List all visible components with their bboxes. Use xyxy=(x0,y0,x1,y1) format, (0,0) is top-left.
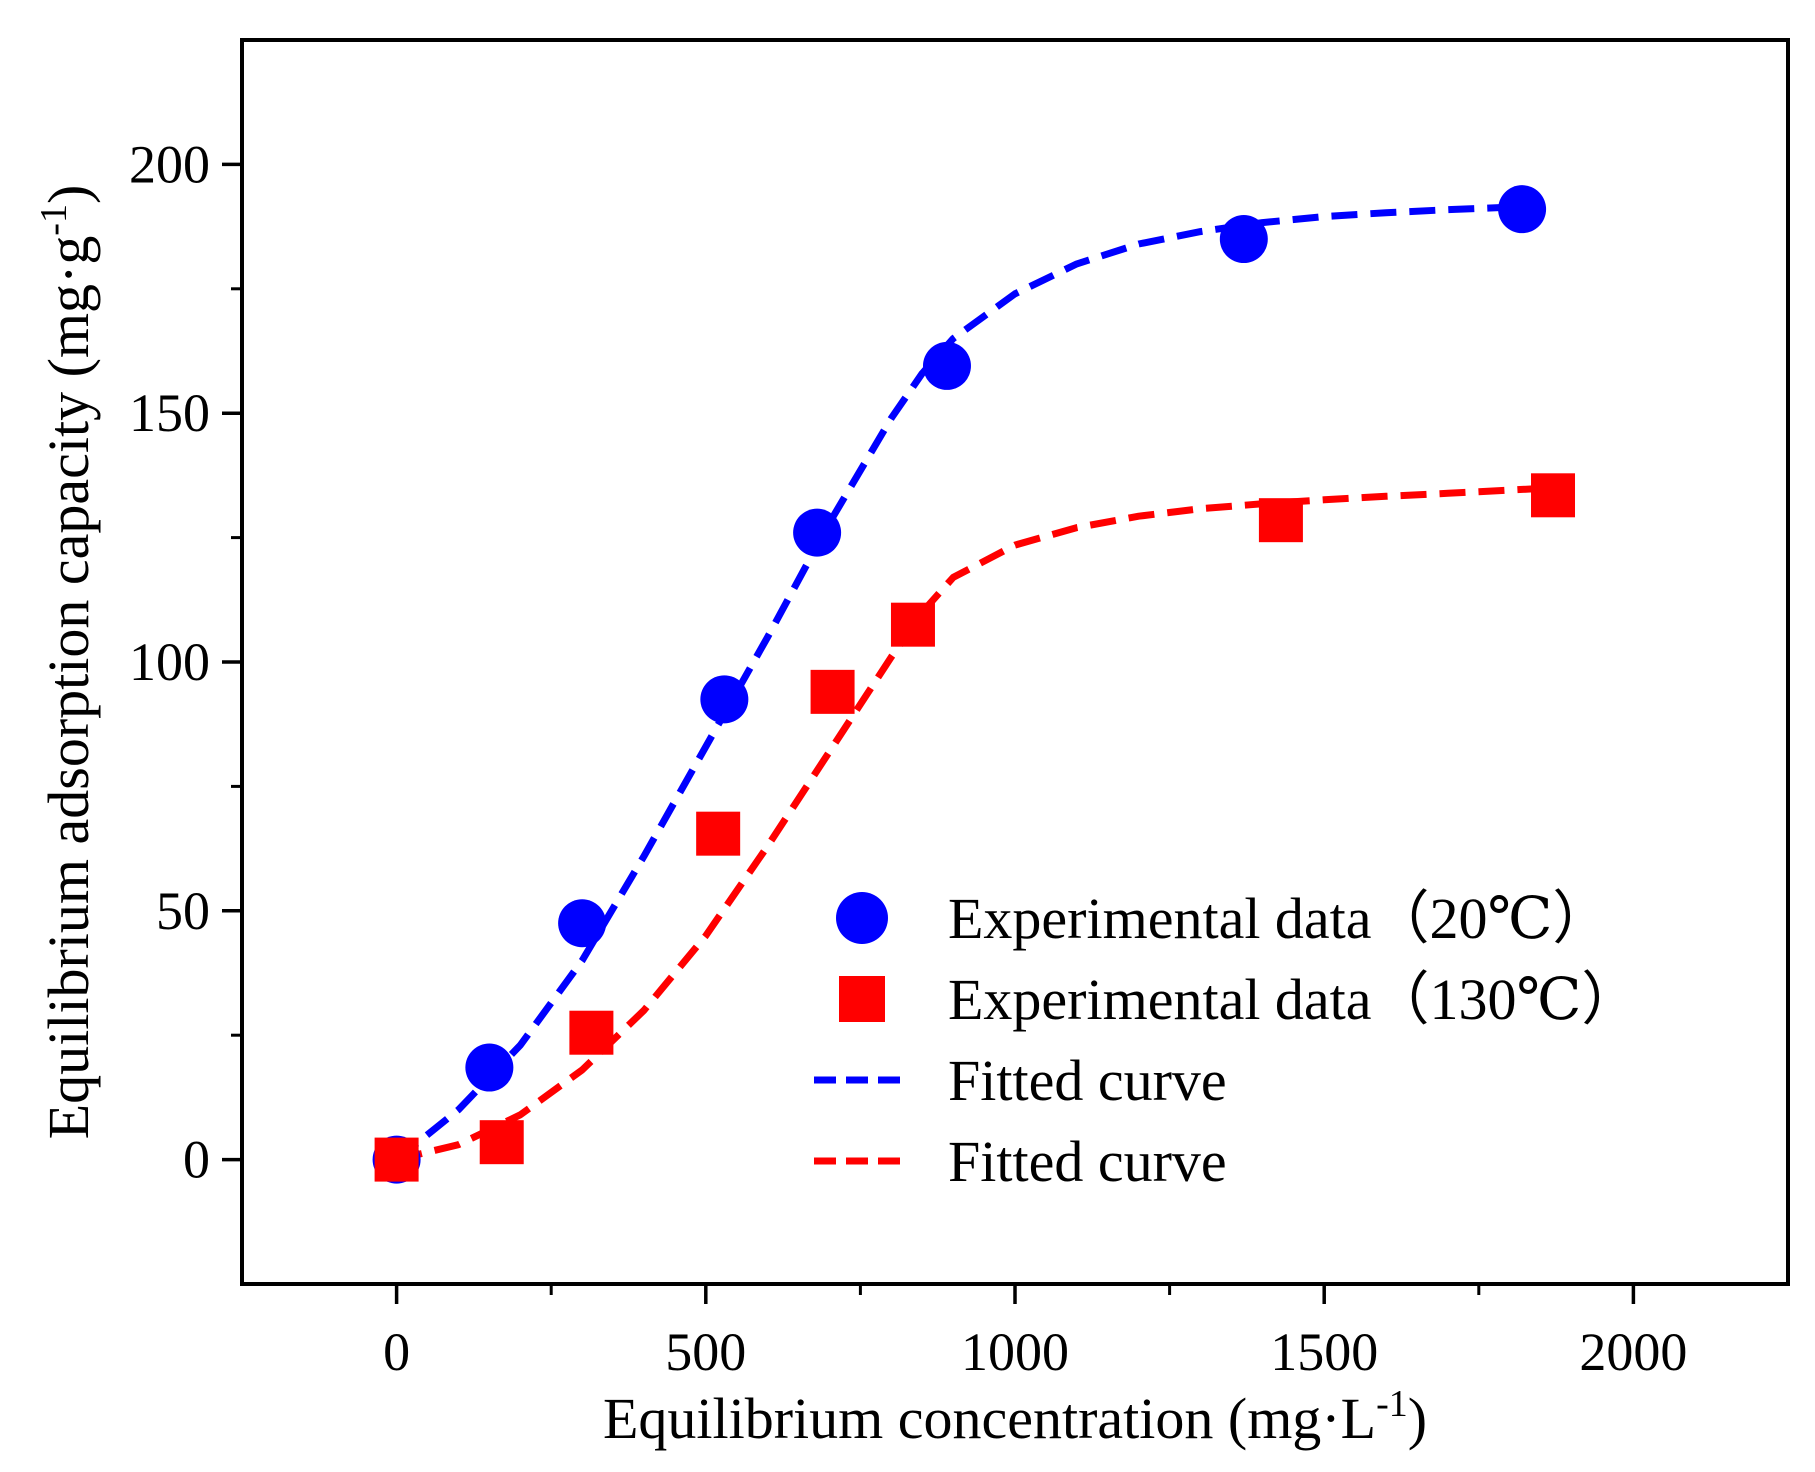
y-tick-label: 100 xyxy=(129,632,210,692)
data-point-130c xyxy=(569,1010,614,1055)
data-point-20c xyxy=(700,675,749,724)
data-point-20c xyxy=(558,899,607,948)
y-tick-label: 200 xyxy=(129,134,210,194)
y-axis-title: Equilibrium adsorption capacity (mg·g-1) xyxy=(33,185,101,1140)
data-point-130c xyxy=(810,669,855,714)
data-point-130c xyxy=(479,1120,524,1165)
x-tick-label: 0 xyxy=(383,1322,410,1382)
x-tick-label: 500 xyxy=(665,1322,746,1382)
data-point-20c xyxy=(1498,185,1547,234)
legend-marker-circle xyxy=(836,892,888,944)
data-point-130c xyxy=(1258,498,1303,543)
x-tick-label: 1500 xyxy=(1270,1322,1378,1382)
data-point-20c xyxy=(1219,215,1268,264)
data-point-20c xyxy=(922,341,971,390)
fitted-curve-130c xyxy=(395,484,1554,1164)
data-point-20c xyxy=(465,1043,514,1092)
legend-label: Fitted curve xyxy=(948,1048,1227,1113)
data-point-130c xyxy=(1531,473,1576,518)
experimental-points-layer xyxy=(372,185,1576,1184)
data-point-130c xyxy=(696,811,741,856)
data-point-20c xyxy=(793,508,842,557)
data-point-130c xyxy=(374,1137,419,1182)
y-tick-label: 0 xyxy=(183,1130,210,1190)
x-tick-label: 2000 xyxy=(1579,1322,1687,1382)
data-point-130c xyxy=(890,602,935,647)
y-tick-label: 150 xyxy=(129,383,210,443)
axes-layer xyxy=(222,38,1790,1304)
axis-labels-layer: 0 500 1000 1500 2000 0 50 100 150 200 Equilibrium … xyxy=(33,134,1687,1451)
legend-marker-square xyxy=(839,976,885,1022)
x-tick-label: 1000 xyxy=(961,1322,1069,1382)
legend-label: Experimental data（20℃） xyxy=(948,886,1610,951)
y-tick-label: 50 xyxy=(156,881,210,941)
x-axis-title: Equilibrium concentration (mg·L-1) xyxy=(603,1383,1427,1451)
legend-label: Fitted curve xyxy=(948,1129,1227,1194)
legend-label: Experimental data（130℃） xyxy=(948,967,1639,1032)
legend: Experimental data（20℃） Experimental data（… xyxy=(814,886,1639,1194)
